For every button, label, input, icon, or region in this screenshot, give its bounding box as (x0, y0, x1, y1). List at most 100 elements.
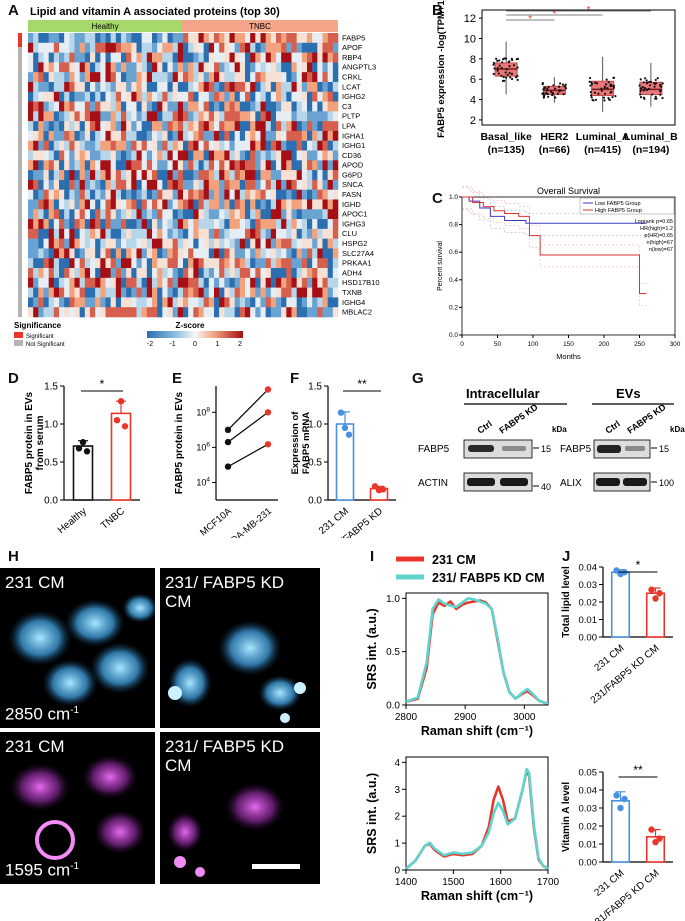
heatmap-cell (177, 199, 184, 210)
heatmap-cell (28, 91, 34, 102)
data-point (648, 586, 655, 593)
heatmap-cell (95, 81, 101, 93)
image-caption: 231/ FABP5 KD CM (165, 737, 285, 775)
heatmap-cell (172, 238, 179, 249)
heatmap-cell (33, 170, 39, 181)
heatmap-cell (59, 189, 65, 200)
heatmap-cell (239, 121, 246, 132)
heatmap-cell (188, 140, 194, 151)
heatmap-cell (172, 101, 179, 112)
heatmap-cell (95, 170, 101, 181)
heatmap-cell (255, 287, 261, 298)
heatmap-cell (53, 150, 60, 161)
heatmap-cell (224, 42, 230, 53)
heatmap-cell (286, 248, 292, 259)
heatmap-cell (239, 33, 246, 44)
heatmap-cell (167, 179, 173, 190)
y-tick-label: 0.8 (449, 222, 458, 229)
y-tick-label: 0.5 (308, 458, 322, 469)
y-tick-label: 0.6 (449, 249, 458, 256)
heatmap-cell (301, 238, 308, 249)
heatmap-cell (152, 140, 158, 151)
heatmap-cell (198, 72, 204, 83)
heatmap-cell (162, 248, 168, 259)
heatmap-cell (110, 219, 117, 230)
heatmap-cell (131, 219, 137, 230)
heatmap-cell (234, 199, 241, 210)
heatmap-cell (219, 277, 225, 288)
heatmap-cell (167, 199, 173, 210)
heatmap-cell (69, 277, 75, 288)
category-label: Basal_like (480, 131, 532, 143)
heatmap-cell (307, 228, 313, 239)
heatmap-cell (146, 101, 153, 112)
heatmap-row-label: CRKL (342, 73, 362, 82)
heatmap-cell (276, 130, 282, 142)
heatmap-cell (167, 219, 173, 230)
heatmap-cell (105, 287, 111, 298)
data-point (496, 69, 499, 72)
heatmap-cell (152, 42, 158, 53)
heatmap-cell (219, 238, 225, 249)
heatmap-cell (327, 297, 334, 308)
x-tick-label: 200 (599, 341, 610, 348)
heatmap-cell (115, 42, 122, 53)
heatmap-cell (219, 170, 225, 181)
heatmap-cell (286, 268, 292, 279)
data-point (642, 89, 645, 92)
heatmap-cell (79, 238, 86, 249)
heatmap-cell (327, 209, 334, 220)
heatmap-cell (167, 33, 173, 44)
heatmap-cell (219, 130, 225, 142)
heatmap-cell (162, 72, 168, 83)
heatmap-cell (84, 42, 91, 53)
heatmap-cell (146, 150, 153, 161)
heatmap-cell (317, 238, 323, 249)
heatmap-cell (146, 62, 153, 73)
heatmap-cell (167, 121, 173, 132)
heatmap-cell (152, 287, 158, 298)
heatmap-cell (214, 297, 220, 308)
data-point (621, 795, 628, 803)
data-point (511, 58, 514, 62)
heatmap-cell (110, 189, 117, 200)
heatmap-cell (100, 297, 106, 308)
heatmap-cell (265, 72, 272, 83)
heatmap-cell (110, 62, 117, 73)
heatmap-cell (307, 287, 313, 298)
heatmap-cell (270, 297, 277, 308)
heatmap-cell (327, 91, 334, 102)
data-point (264, 409, 272, 416)
heatmap-cell (141, 150, 148, 161)
heatmap-cell (100, 219, 106, 230)
heatmap-cell (38, 170, 44, 181)
heatmap-cell (33, 130, 39, 142)
heatmap-cell (131, 72, 137, 83)
heatmap-cell (172, 170, 179, 181)
heatmap-cell (301, 72, 308, 83)
heatmap-cell (234, 140, 241, 151)
heatmap-cell (79, 72, 86, 83)
heatmap-cell (224, 209, 230, 220)
heatmap-cell (219, 140, 225, 151)
heatmap-cell (219, 91, 225, 102)
heatmap-cell (234, 248, 241, 259)
sig-star: * (100, 377, 105, 391)
heatmap-cell (198, 297, 204, 308)
heatmap-cell (183, 130, 189, 142)
heatmap-cell (291, 33, 297, 44)
heatmap-cell (281, 111, 287, 122)
heatmap-cell (141, 33, 148, 44)
heatmap-cell (239, 258, 246, 269)
plot-frame (405, 592, 549, 706)
data-point (654, 78, 657, 82)
heatmap-cell (69, 140, 75, 151)
heatmap-cell (255, 297, 261, 308)
heatmap-cell (131, 62, 137, 73)
heatmap-cell (276, 287, 282, 298)
heatmap-cell (38, 287, 44, 298)
heatmap-cell (115, 209, 122, 220)
heatmap-cell (301, 170, 308, 181)
heatmap-cell (100, 130, 106, 142)
heatmap-cell (167, 72, 173, 83)
